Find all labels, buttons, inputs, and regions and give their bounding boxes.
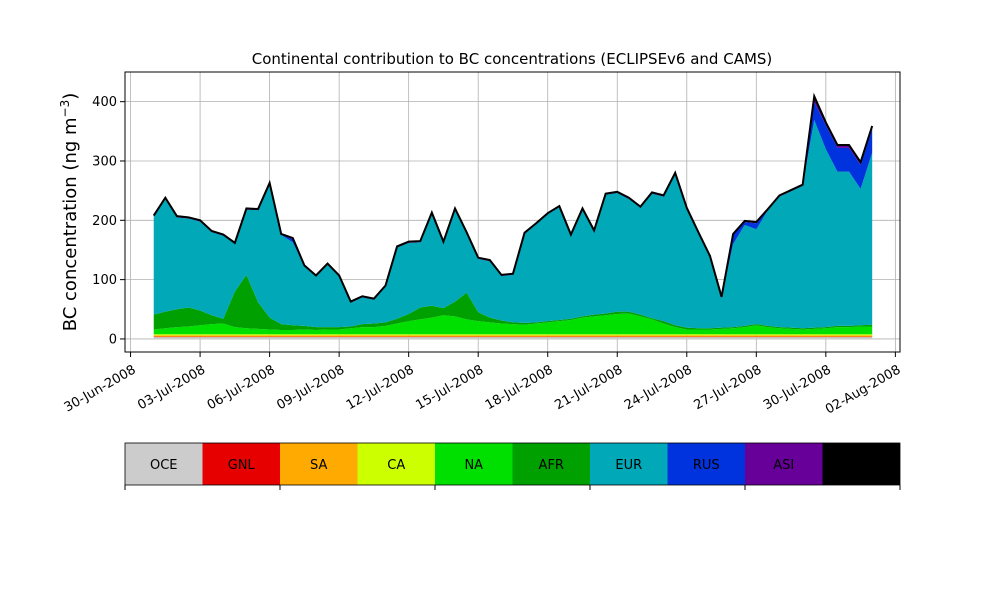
chart-title: Continental contribution to BC concentra…: [252, 50, 773, 68]
legend-label-oce: OCE: [150, 458, 178, 473]
y-axis: 0 100 200 300 400: [92, 95, 125, 347]
legend-swatch-oce: [125, 443, 203, 485]
x-tick-label: 02-Aug-2008: [823, 362, 903, 417]
legend-label-gnl: GNL: [228, 458, 256, 473]
legend-swatch-eur: [590, 443, 668, 485]
x-axis: 30-Jun-200803-Jul-200806-Jul-200809-Jul-…: [62, 352, 903, 418]
legend-label-afr: AFR: [539, 458, 564, 473]
legend-label-rus: RUS: [693, 458, 720, 473]
x-tick-label: 03-Jul-2008: [135, 362, 208, 413]
y-tick-label: 100: [92, 273, 117, 288]
y-axis-label-main: BC concentration (ng m: [60, 117, 81, 331]
legend-swatch-rus: [667, 443, 745, 485]
area-na: [153, 313, 873, 335]
x-tick-label: 18-Jul-2008: [483, 362, 556, 413]
x-tick-label: 15-Jul-2008: [413, 362, 486, 413]
area-oce: [153, 337, 873, 339]
x-tick-label: 06-Jul-2008: [205, 362, 278, 413]
total-line: [152, 92, 874, 303]
legend-label-ca: CA: [387, 458, 405, 473]
legend-swatch-asi: [745, 443, 823, 485]
x-tick-label: 21-Jul-2008: [552, 362, 625, 413]
legend-label-sa: SA: [310, 458, 327, 473]
legend-swatch-sa: [280, 443, 358, 485]
legend-frame: [124, 442, 901, 486]
legend-swatch-ca: [357, 443, 435, 485]
legend-label-asi: ASI: [773, 458, 794, 473]
y-axis-label-sup: −3: [58, 100, 72, 118]
x-tick-label: 24-Jul-2008: [622, 362, 695, 413]
y-tick-label: 300: [92, 154, 117, 169]
legend-swatch-gnl: [202, 443, 280, 485]
x-tick-label: 09-Jul-2008: [274, 362, 347, 413]
legend-label-aus: AUS: [848, 458, 875, 473]
area-eur: [153, 120, 873, 329]
y-axis-label: BC concentration (ng m−3): [58, 93, 81, 332]
y-tick-label: 200: [92, 214, 117, 229]
stacked-areas: [153, 96, 873, 339]
plot-frame: [124, 71, 901, 353]
legend-label-eur: EUR: [615, 458, 642, 473]
legend-label-na: NA: [464, 458, 483, 473]
area-ca: [153, 334, 873, 336]
x-tick-label: 27-Jul-2008: [691, 362, 764, 413]
total-line-path: [152, 92, 874, 303]
y-axis-label-close: ): [60, 93, 81, 100]
legend-swatch-afr: [512, 443, 590, 485]
area-gnl: [153, 336, 873, 338]
area-sa: [153, 335, 873, 337]
y-tick-label: 400: [92, 95, 117, 110]
color-legend: OCE GNL SA CA NA AFR EUR RUS ASI AUS: [124, 442, 901, 490]
x-tick-label: 30-Jun-2008: [62, 362, 139, 415]
legend-swatch-aus: [822, 443, 900, 485]
x-tick-label: 12-Jul-2008: [344, 362, 417, 413]
y-tick-label: 0: [109, 332, 117, 347]
legend-swatch-na: [435, 443, 513, 485]
